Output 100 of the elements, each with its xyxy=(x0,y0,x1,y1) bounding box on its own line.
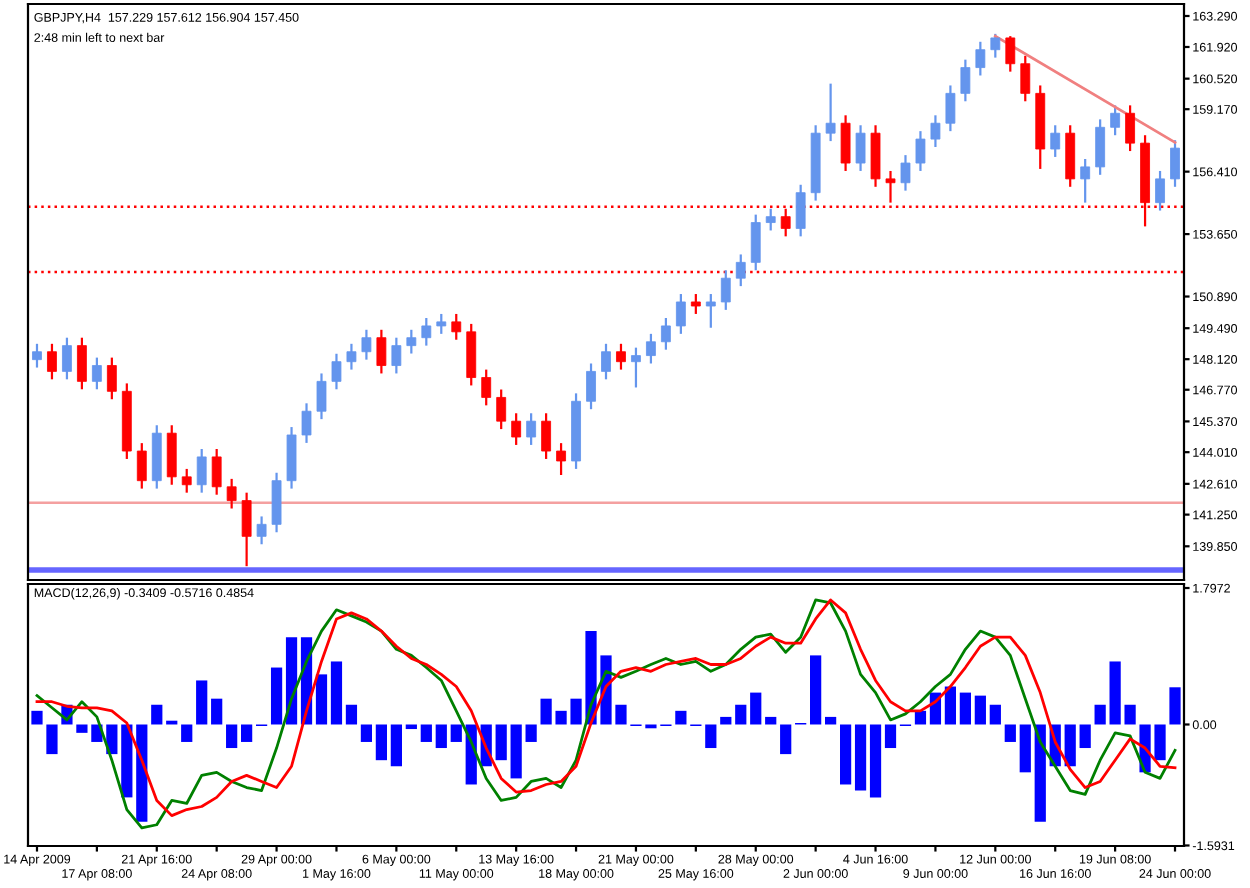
candlestick xyxy=(181,467,192,494)
candlestick xyxy=(511,412,522,447)
bar xyxy=(211,698,223,725)
bar xyxy=(1169,687,1181,725)
bar xyxy=(375,724,387,761)
bar xyxy=(226,724,238,749)
bar xyxy=(675,710,687,725)
candlestick xyxy=(1005,35,1016,73)
bar xyxy=(46,724,58,755)
candlestick xyxy=(1170,139,1180,188)
candlestick xyxy=(825,82,836,143)
candlestick xyxy=(960,58,971,103)
candlestick xyxy=(990,32,1001,59)
bar xyxy=(869,724,882,798)
bar xyxy=(390,724,402,767)
candlestick xyxy=(241,491,252,568)
bar xyxy=(825,716,837,725)
bar xyxy=(136,724,148,822)
candlestick xyxy=(361,328,372,361)
candlestick xyxy=(1080,157,1091,204)
candlestick xyxy=(32,342,42,369)
candlestick xyxy=(481,368,492,407)
candlestick xyxy=(556,442,566,477)
bar xyxy=(735,704,747,725)
candlestick xyxy=(690,292,701,316)
candlestick xyxy=(301,402,312,445)
bar xyxy=(810,655,822,725)
bar xyxy=(839,724,852,785)
candlestick xyxy=(616,342,626,371)
bar xyxy=(974,695,986,725)
candlestick xyxy=(660,316,671,351)
candlestick xyxy=(1050,124,1061,159)
candlestick xyxy=(631,346,641,389)
candlestick xyxy=(136,442,147,490)
bar xyxy=(765,716,777,725)
candlestick xyxy=(900,154,911,192)
candlestick xyxy=(795,183,806,238)
candlestick xyxy=(166,424,177,486)
candlestick xyxy=(541,412,552,461)
candlestick xyxy=(586,362,596,411)
candlestick xyxy=(870,124,881,188)
bar xyxy=(510,724,522,779)
candlestick xyxy=(256,515,267,546)
candlestick xyxy=(855,124,866,173)
candlestick xyxy=(316,372,327,421)
candlestick xyxy=(765,207,776,232)
candlestick xyxy=(76,336,87,391)
bar xyxy=(181,724,193,742)
candlestick xyxy=(286,425,297,490)
candlestick xyxy=(91,356,102,391)
candlestick xyxy=(271,471,282,534)
bar xyxy=(750,692,762,725)
candlestick xyxy=(151,424,162,490)
candlestick xyxy=(376,328,387,375)
bar xyxy=(854,724,867,791)
bar xyxy=(884,724,897,749)
bar xyxy=(450,724,462,742)
candlestick xyxy=(451,312,462,341)
bar xyxy=(345,704,358,725)
bar xyxy=(525,724,537,742)
candlestick xyxy=(945,84,956,133)
candlestick xyxy=(211,447,222,496)
candlestick xyxy=(915,130,926,173)
candlestick xyxy=(1020,54,1031,103)
bar xyxy=(420,724,432,742)
candlestick xyxy=(1065,124,1076,188)
candlestick xyxy=(331,352,342,391)
candlestick xyxy=(1125,104,1136,153)
candlestick xyxy=(406,328,417,355)
candlestick xyxy=(421,316,432,347)
candlestick xyxy=(62,336,72,381)
candlestick xyxy=(466,322,477,387)
candlestick xyxy=(646,332,656,365)
bar xyxy=(31,710,43,725)
bar xyxy=(720,716,732,725)
candlestick xyxy=(750,213,761,272)
candlestick xyxy=(526,412,537,447)
bar xyxy=(1034,724,1046,822)
bar xyxy=(705,724,717,749)
bar xyxy=(1079,724,1091,749)
bar xyxy=(405,724,417,730)
candlestick xyxy=(47,342,57,381)
bar xyxy=(989,704,1001,725)
bar xyxy=(270,667,283,725)
candlestick xyxy=(735,253,746,288)
candlestick xyxy=(601,342,611,381)
candlestick xyxy=(496,388,507,431)
candlestick xyxy=(391,336,402,375)
candlestick xyxy=(840,114,851,173)
bar xyxy=(151,704,163,725)
bar xyxy=(944,686,957,725)
bar xyxy=(959,692,971,725)
candlestick xyxy=(705,292,716,329)
bar xyxy=(330,661,343,725)
bar xyxy=(495,724,507,761)
bar xyxy=(121,724,133,798)
candlestick xyxy=(975,40,986,77)
bar xyxy=(1094,704,1106,725)
bar xyxy=(360,724,373,742)
bar xyxy=(435,724,447,749)
